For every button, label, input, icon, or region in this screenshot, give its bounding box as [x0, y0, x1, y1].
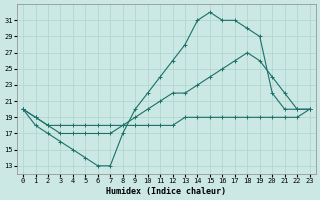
- X-axis label: Humidex (Indice chaleur): Humidex (Indice chaleur): [106, 187, 226, 196]
